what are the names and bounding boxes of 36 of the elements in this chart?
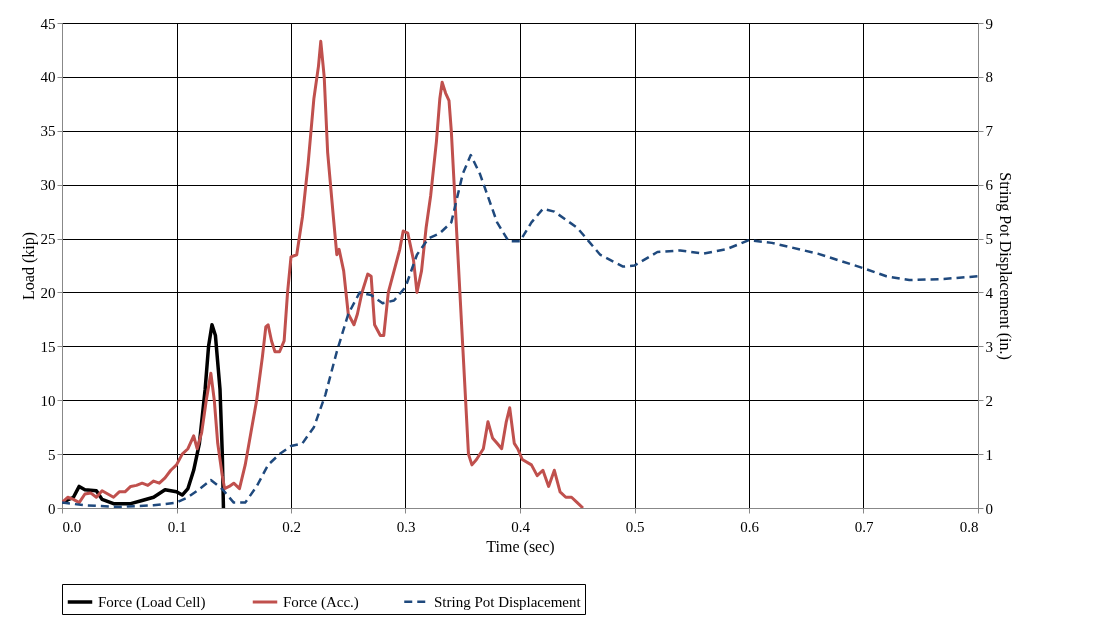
y2-axis-title: String Pot Displacement (in.) — [996, 172, 1014, 360]
legend-label: Force (Acc.) — [283, 594, 359, 611]
y-tick-label: 0 — [48, 500, 56, 517]
y-tick-label: 10 — [40, 392, 56, 409]
y-axis-title: Load (kip) — [19, 232, 38, 300]
y2-tick-label: 8 — [985, 69, 993, 86]
y2-tick-label: 3 — [985, 338, 993, 355]
y-tick-label: 15 — [40, 338, 56, 355]
y-tick-label: 35 — [40, 123, 56, 140]
y2-tick-label: 9 — [985, 15, 993, 32]
x-tick-label: 0.7 — [854, 518, 874, 535]
legend-label: String Pot Displacement — [434, 593, 582, 610]
x-tick-label: 0.0 — [62, 518, 82, 535]
x-tick-label: 0.4 — [511, 518, 531, 535]
y-tick-label: 45 — [40, 15, 56, 32]
y-tick-label: 30 — [40, 177, 56, 194]
y-tick-label: 5 — [48, 446, 56, 463]
y-tick-label: 25 — [40, 231, 56, 248]
y2-tick-label: 4 — [985, 284, 994, 301]
line-series — [62, 39, 585, 508]
legend-label: Force (Load Cell) — [98, 594, 206, 611]
x-tick-label: 0.3 — [396, 518, 416, 535]
x-tick-label: 0.1 — [167, 518, 187, 535]
y2-tick-label: 2 — [985, 392, 993, 409]
x-tick-label: 0.5 — [625, 518, 645, 535]
y-tick-label: 40 — [40, 69, 56, 86]
y2-tick-label: 6 — [985, 177, 994, 194]
y2-tick-label: 0 — [985, 500, 993, 517]
y2-tick-label: 5 — [985, 231, 993, 248]
y2-tick-label: 1 — [985, 446, 993, 463]
x-axis-title: Time (sec) — [486, 537, 555, 556]
y-tick-label: 20 — [40, 284, 56, 301]
y2-tick-label: 7 — [985, 123, 994, 140]
x-tick-label: 0.6 — [740, 518, 760, 535]
x-tick-label: 0.8 — [959, 518, 979, 535]
x-tick-label: 0.2 — [282, 518, 301, 535]
